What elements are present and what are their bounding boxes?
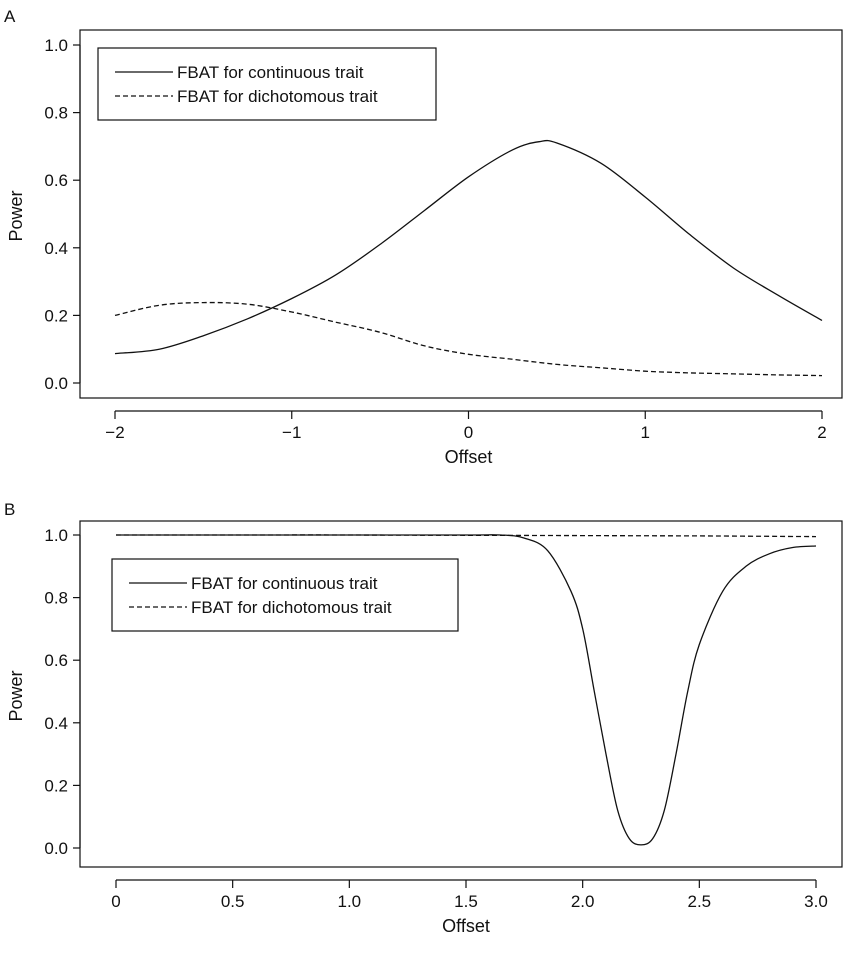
chart-panel-a: A 0.0 0.2 0.4 0.6 0.8 1.0 −2 −1 0 1 2 Offset Power FBA… [4,7,843,467]
legend-box [97,47,437,121]
chart-panel-b: B 0.0 0.2 0.4 0.6 0.8 1.0 0 0.5 1.0 1.5 2.0 2.5 3.0 Of… [4,500,843,936]
series-line-continuous [116,534,817,846]
y-tick-label: 0.4 [44,239,68,258]
series-line-dichotomous [116,534,817,538]
y-axis-title: Power [6,190,26,241]
y-tick-label: 0.8 [44,589,68,608]
x-tick-label: 0 [464,423,473,442]
y-axis-title: Power [6,670,26,721]
panel-label: B [4,500,15,519]
y-tick-label: 0.6 [44,651,68,670]
x-tick-label: 2.0 [571,892,595,911]
series-line-continuous [114,139,823,355]
y-tick-label: 0.0 [44,839,68,858]
series-line-dichotomous [114,301,823,377]
x-tick-label: 2 [817,423,826,442]
legend-label: FBAT for dichotomous trait [177,87,378,106]
x-tick-label: 0 [111,892,120,911]
x-tick-label: 1.5 [454,892,478,911]
legend-label: FBAT for continuous trait [177,63,364,82]
y-tick-label: 0.4 [44,714,68,733]
x-tick-label: 1.0 [338,892,362,911]
y-tick-label: 0.0 [44,374,68,393]
plot-frame [79,520,843,868]
y-tick-label: 0.8 [44,104,68,123]
x-tick-label: 3.0 [804,892,828,911]
x-axis-title: Offset [442,916,490,936]
x-tick-label: 1 [641,423,650,442]
y-tick-label: 0.6 [44,171,68,190]
y-tick-label: 1.0 [44,526,68,545]
y-tick-label: 1.0 [44,36,68,55]
y-tick-label: 0.2 [44,776,68,795]
panel-label: A [4,7,16,26]
x-tick-label: −1 [282,423,301,442]
legend: FBAT for continuous trait FBAT for dichot… [97,47,437,121]
x-axis-title: Offset [445,447,493,467]
plot-frame [79,29,843,399]
legend: FBAT for continuous trait FBAT for dichot… [111,558,459,632]
legend-label: FBAT for continuous trait [191,574,378,593]
y-tick-label: 0.2 [44,306,68,325]
x-tick-label: −2 [105,423,124,442]
x-tick-label: 0.5 [221,892,245,911]
legend-box [111,558,459,632]
legend-label: FBAT for dichotomous trait [191,598,392,617]
x-tick-label: 2.5 [688,892,712,911]
